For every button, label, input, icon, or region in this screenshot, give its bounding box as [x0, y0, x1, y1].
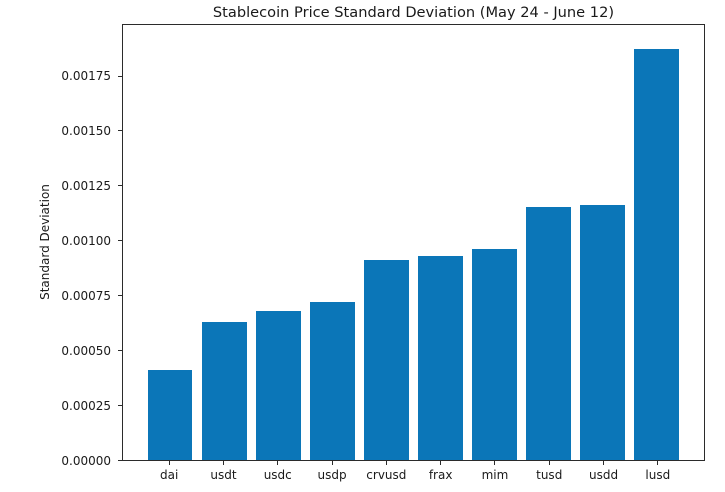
- chart-title: Stablecoin Price Standard Deviation (May…: [212, 4, 615, 21]
- y-tick: 0.00125: [61, 179, 123, 193]
- x-tick-mark: [494, 461, 496, 465]
- y-tick: 0.00100: [61, 234, 123, 248]
- x-tick-mark: [385, 461, 387, 465]
- y-tick-mark: [118, 350, 123, 352]
- x-tick-usdc: usdc: [251, 461, 305, 482]
- x-tick-label: frax: [428, 468, 453, 482]
- x-tick-label: usdd: [588, 468, 619, 482]
- y-tick-label: 0.00175: [61, 69, 111, 84]
- x-tick-mark: [222, 461, 224, 465]
- bar-usdt: [201, 321, 247, 460]
- x-tick-mark: [548, 461, 550, 465]
- bar-usdc: [255, 310, 301, 460]
- x-tick-mark: [331, 461, 333, 465]
- y-tick-mark: [118, 75, 123, 77]
- bar-slot: [305, 25, 359, 460]
- bar-slot: [413, 25, 467, 460]
- x-tick-dai: dai: [142, 461, 196, 482]
- x-tick-label: usdt: [210, 468, 237, 482]
- x-tick-label: usdp: [317, 468, 347, 482]
- y-tick-label: 0.00025: [61, 398, 111, 413]
- y-tick-label: 0.00100: [61, 233, 111, 248]
- y-tick: 0.00000: [61, 454, 123, 468]
- plot-area: 0.00000 0.00025 0.00050 0.00075 0.00100 0.001…: [61, 24, 705, 468]
- y-tick-mark: [118, 295, 123, 297]
- y-tick: 0.00150: [61, 124, 123, 138]
- x-tick-label: tusd: [536, 468, 563, 482]
- y-tick-mark: [118, 130, 123, 132]
- x-tick-usdt: usdt: [196, 461, 250, 482]
- bar-crvusd: [363, 260, 409, 460]
- y-tick: 0.00025: [61, 399, 123, 413]
- x-tick-mark: [440, 461, 442, 465]
- bar-slot: [630, 25, 684, 460]
- y-tick-label: 0.00000: [61, 453, 111, 468]
- x-tick-label: usdc: [263, 468, 292, 482]
- bar-slot: [143, 25, 197, 460]
- bars: [123, 25, 704, 460]
- y-tick-mark: [118, 240, 123, 242]
- bar-dai: [147, 369, 193, 460]
- y-tick-label: 0.00125: [61, 178, 111, 193]
- y-tick-label: 0.00050: [61, 343, 111, 358]
- x-tick-usdd: usdd: [576, 461, 630, 482]
- bar-tusd: [526, 207, 572, 460]
- bar-frax: [418, 255, 463, 460]
- x-tick-label: dai: [159, 468, 179, 482]
- x-tick-mark: [277, 461, 279, 465]
- bar-slot: [468, 25, 522, 460]
- x-tick-crvusd: crvusd: [359, 461, 413, 482]
- x-tick-label: mim: [481, 468, 509, 482]
- y-tick: 0.00075: [61, 289, 123, 303]
- bar-usdd: [580, 205, 626, 460]
- bar-slot: [576, 25, 630, 460]
- y-tick-mark: [118, 185, 123, 187]
- x-tick-mark: [603, 461, 605, 465]
- y-tick-mark: [118, 460, 123, 461]
- bar-slot: [251, 25, 305, 460]
- x-ticks: dai usdt usdc usdp crvusd frax mim tusd usdd lusd: [122, 461, 705, 482]
- y-tick-label: 0.00150: [61, 123, 111, 138]
- x-tick-mark: [657, 461, 659, 465]
- y-axis-label: Standard Deviation: [38, 184, 52, 300]
- y-tick: 0.00050: [61, 344, 123, 358]
- y-tick-label: 0.00075: [61, 288, 111, 303]
- bar-lusd: [634, 49, 680, 460]
- y-tick: 0.00175: [61, 69, 123, 83]
- x-tick-lusd: lusd: [631, 461, 685, 482]
- y-tick-mark: [118, 405, 123, 407]
- bar-slot: [197, 25, 251, 460]
- x-tick-usdp: usdp: [305, 461, 359, 482]
- x-tick-frax: frax: [413, 461, 467, 482]
- x-tick-tusd: tusd: [522, 461, 576, 482]
- bar-mim: [472, 249, 518, 460]
- x-tick-label: crvusd: [366, 468, 407, 482]
- bar-slot: [522, 25, 576, 460]
- x-tick-mim: mim: [468, 461, 522, 482]
- bar-usdp: [309, 301, 355, 460]
- x-tick-label: lusd: [645, 468, 671, 482]
- x-tick-mark: [168, 461, 170, 465]
- bar-slot: [359, 25, 413, 460]
